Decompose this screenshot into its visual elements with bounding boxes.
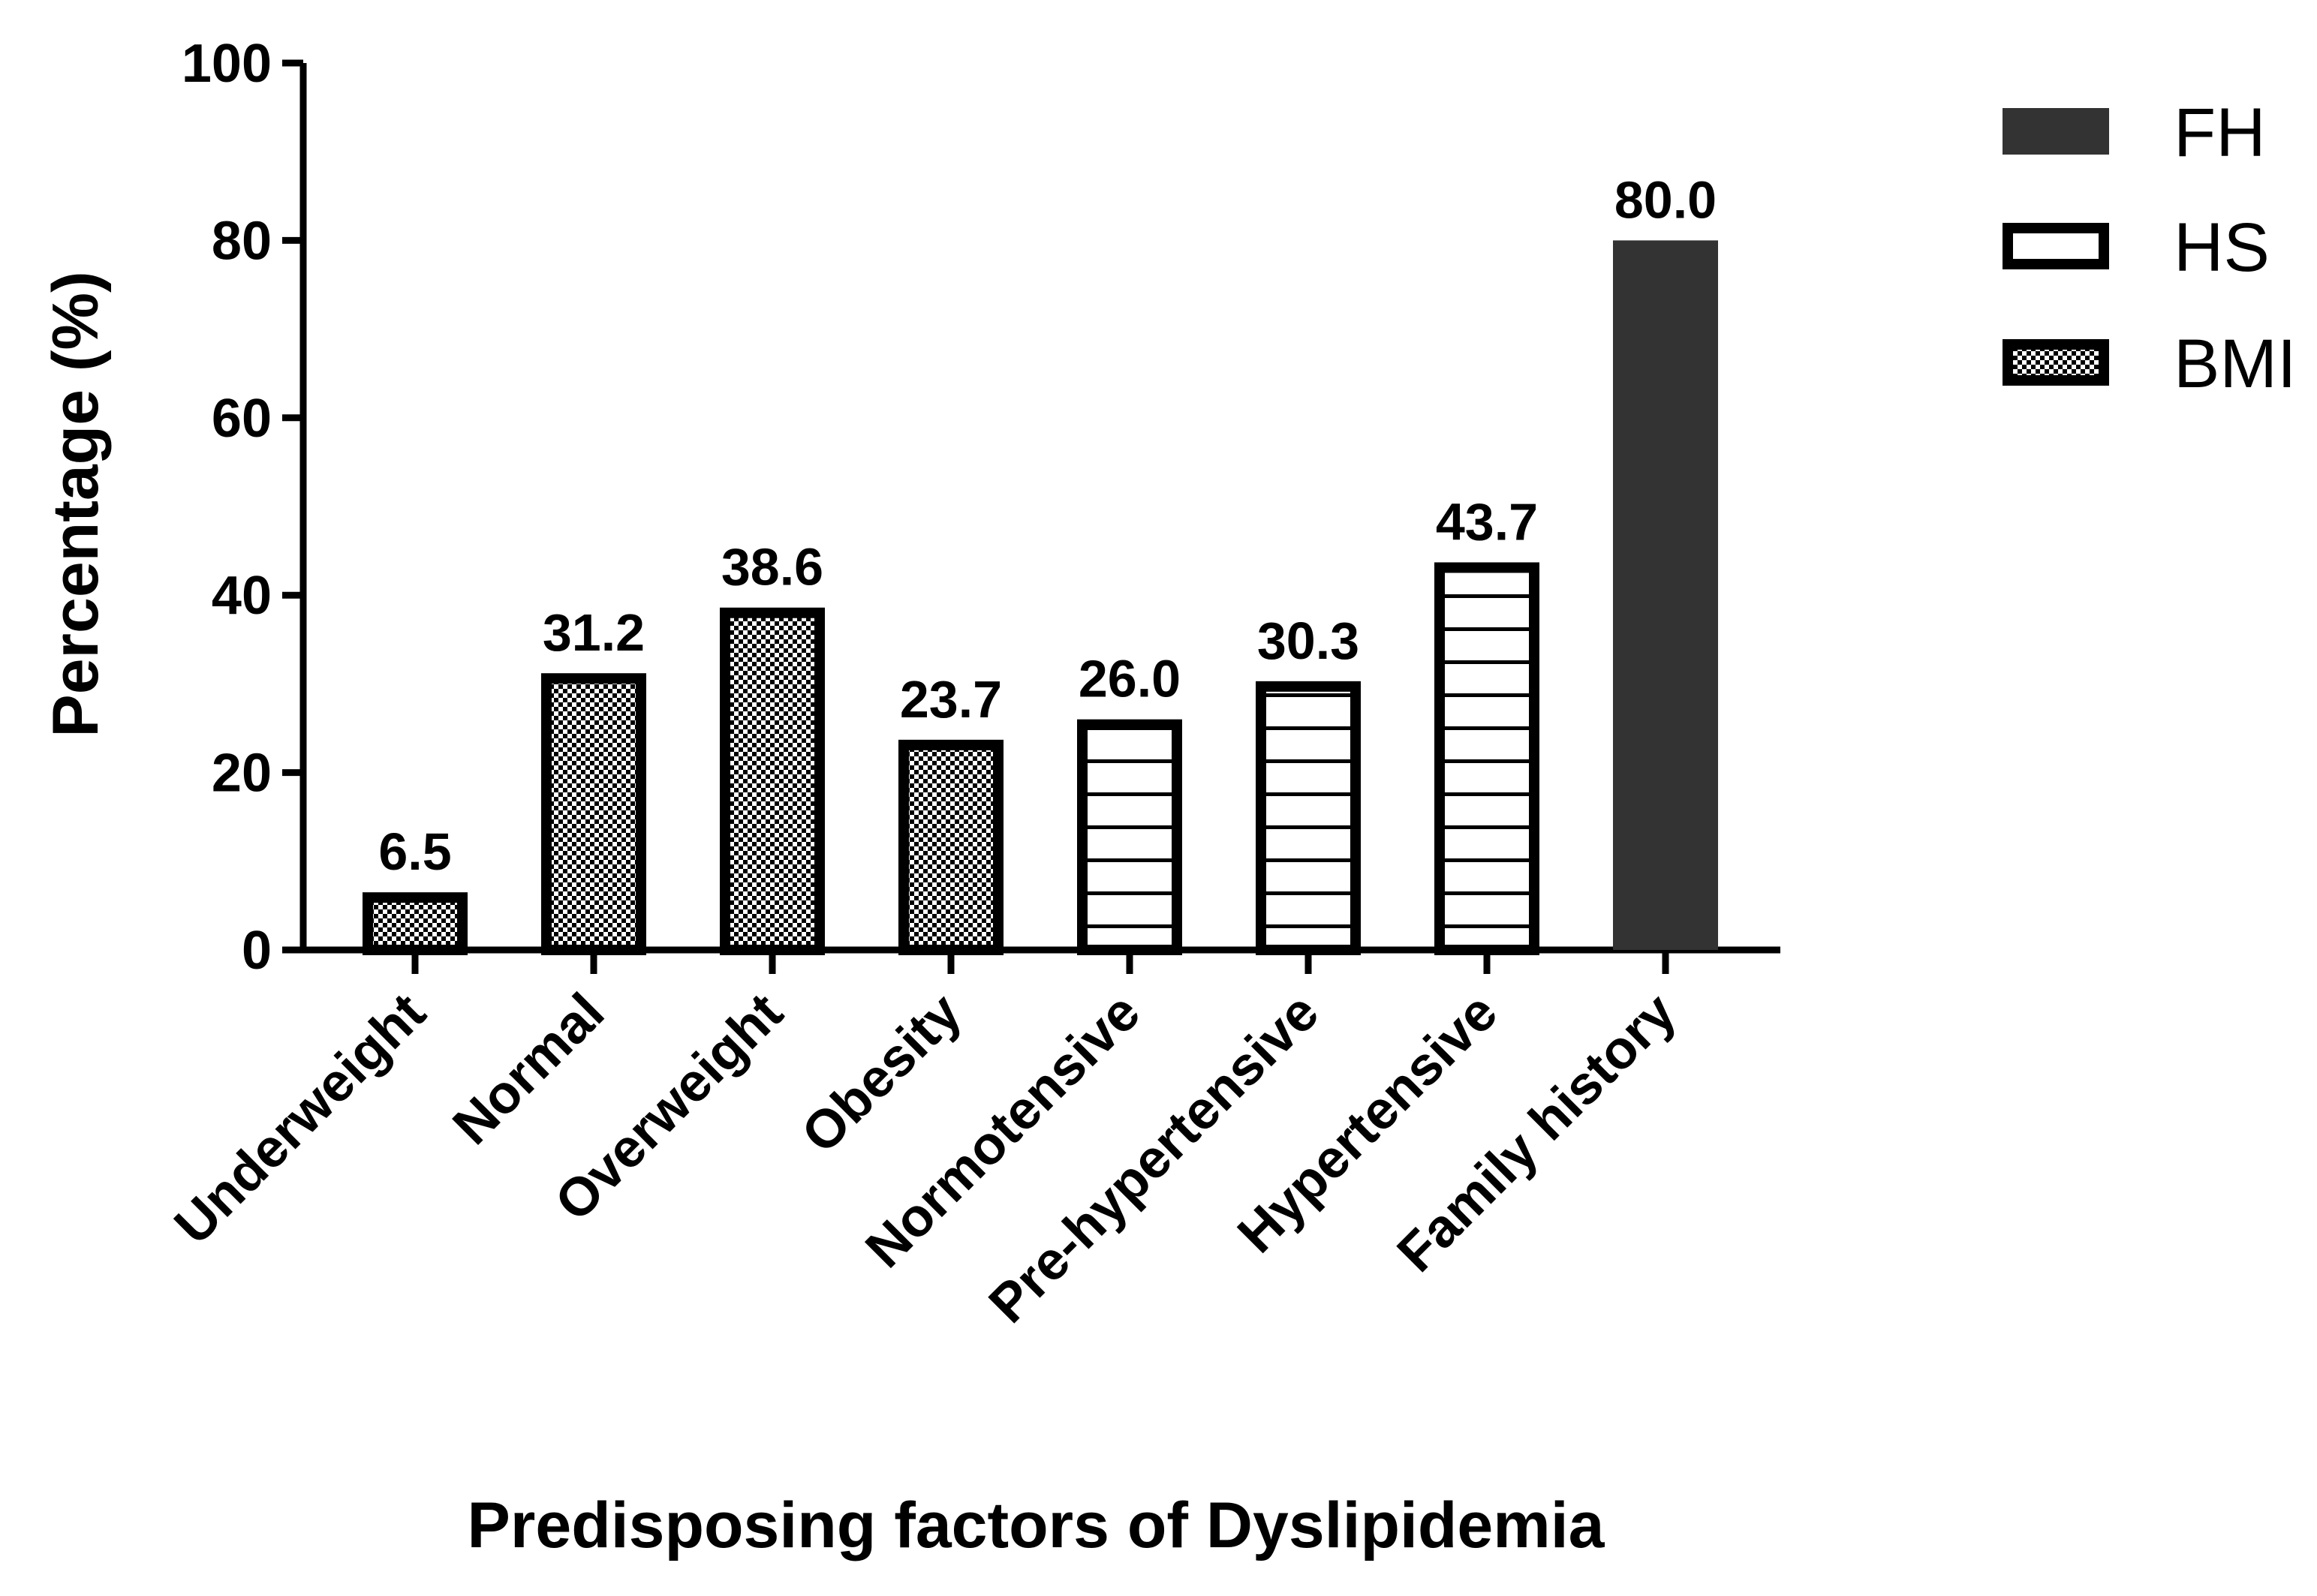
y-axis-title: Percentage (%)	[40, 271, 112, 737]
data-labels-group: 6.5 31.2 38.6 23.7 26.0 30.3 43.7 80.0	[378, 170, 1717, 881]
data-label: 23.7	[900, 670, 1002, 729]
x-tick-label: Obesity	[790, 982, 973, 1165]
legend-swatch	[2003, 339, 2109, 386]
legend-label: FH	[2174, 95, 2266, 171]
category-labels-group: Underweight NormalOverweightObesityNormot…	[163, 982, 1687, 1335]
legend-label: BMI	[2174, 326, 2297, 402]
bar-overweight	[720, 607, 825, 955]
bar-underweight	[363, 892, 468, 956]
legend-item-hs: HS	[2003, 209, 2270, 286]
y-tick-label: 100	[182, 34, 272, 94]
x-tick-label: Pre-hypertensive	[978, 982, 1331, 1335]
legend-swatch	[2003, 108, 2109, 155]
y-tick-label: 20	[212, 744, 272, 804]
y-tick-label: 40	[212, 566, 272, 626]
data-label: 38.6	[721, 538, 823, 597]
bar-pre-hypertensive	[1256, 681, 1361, 955]
bar-normotensive	[1077, 719, 1182, 955]
bar-normal	[541, 673, 646, 955]
bar-obesity	[898, 739, 1004, 956]
legend-item-bmi: BMI	[2003, 326, 2297, 402]
data-label: 31.2	[543, 603, 645, 662]
data-label: 43.7	[1436, 492, 1538, 551]
x-axis	[300, 946, 1780, 974]
data-label: 26.0	[1079, 650, 1181, 708]
x-tick-label: Normal	[441, 982, 615, 1156]
legend: FH HS BMI	[2003, 95, 2297, 402]
bar-family-history	[1613, 240, 1718, 950]
x-axis-title: Predisposing factors of Dyslipidemia	[468, 1489, 1605, 1561]
y-tick-label: 0	[242, 921, 272, 981]
y-axis: 0 20 40 60 80 100	[182, 34, 307, 981]
data-label: 30.3	[1257, 612, 1359, 670]
data-label: 80.0	[1614, 170, 1717, 229]
y-tick-label: 80	[212, 211, 272, 271]
data-label: 6.5	[378, 822, 451, 881]
bar-hypertensive	[1434, 562, 1539, 955]
x-tick-label: Underweight	[163, 982, 437, 1256]
legend-swatch	[2003, 223, 2109, 269]
legend-item-fh: FH	[2003, 95, 2266, 171]
legend-label: HS	[2174, 209, 2270, 286]
y-tick-label: 60	[212, 389, 272, 449]
bars-group	[363, 240, 1718, 956]
